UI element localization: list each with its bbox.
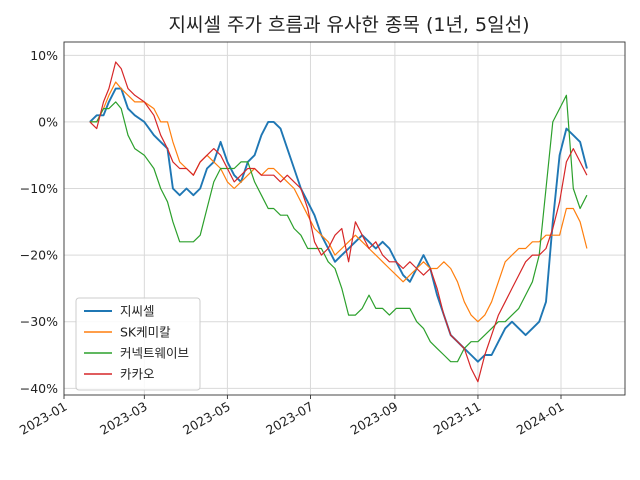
x-tick-label: 2024-01	[514, 399, 567, 438]
y-tick-label: 0%	[38, 114, 58, 129]
y-tick-label: −20%	[20, 248, 58, 263]
x-tick-label: 2023-11	[431, 399, 484, 438]
x-tick-label: 2023-09	[348, 399, 401, 438]
legend-label: 카카오	[120, 367, 155, 382]
x-tick-label: 2023-07	[263, 399, 316, 438]
series-lines	[89, 61, 588, 383]
chart-title: 지씨셀 주가 흐름과 유사한 종목 (1년, 5일선)	[169, 14, 530, 36]
y-tick-label: 10%	[30, 48, 58, 63]
series-line-4	[89, 61, 588, 383]
y-tick-label: −30%	[20, 314, 58, 329]
x-tick-label: 2023-01	[17, 399, 70, 438]
legend-box	[75, 297, 201, 391]
series-line-3	[89, 94, 588, 363]
y-tick-label: −40%	[20, 381, 58, 396]
legend-label: SK케미칼	[120, 325, 171, 340]
plot-frame	[63, 41, 626, 396]
y-axis: 10% 0% −10% −20% −30% −40%	[20, 48, 58, 396]
series-line-2	[89, 81, 588, 323]
legend-label: 지씨셀	[120, 304, 155, 319]
legend-label: 커넥트웨이브	[120, 346, 189, 361]
y-tick-label: −10%	[20, 181, 58, 196]
x-tick-label: 2023-05	[180, 399, 233, 438]
x-tick-label: 2023-03	[97, 399, 150, 438]
x-axis: 2023-01 2023-03 2023-05 2023-07 2023-09 2023-…	[17, 395, 567, 438]
series-line-1	[89, 87, 588, 363]
